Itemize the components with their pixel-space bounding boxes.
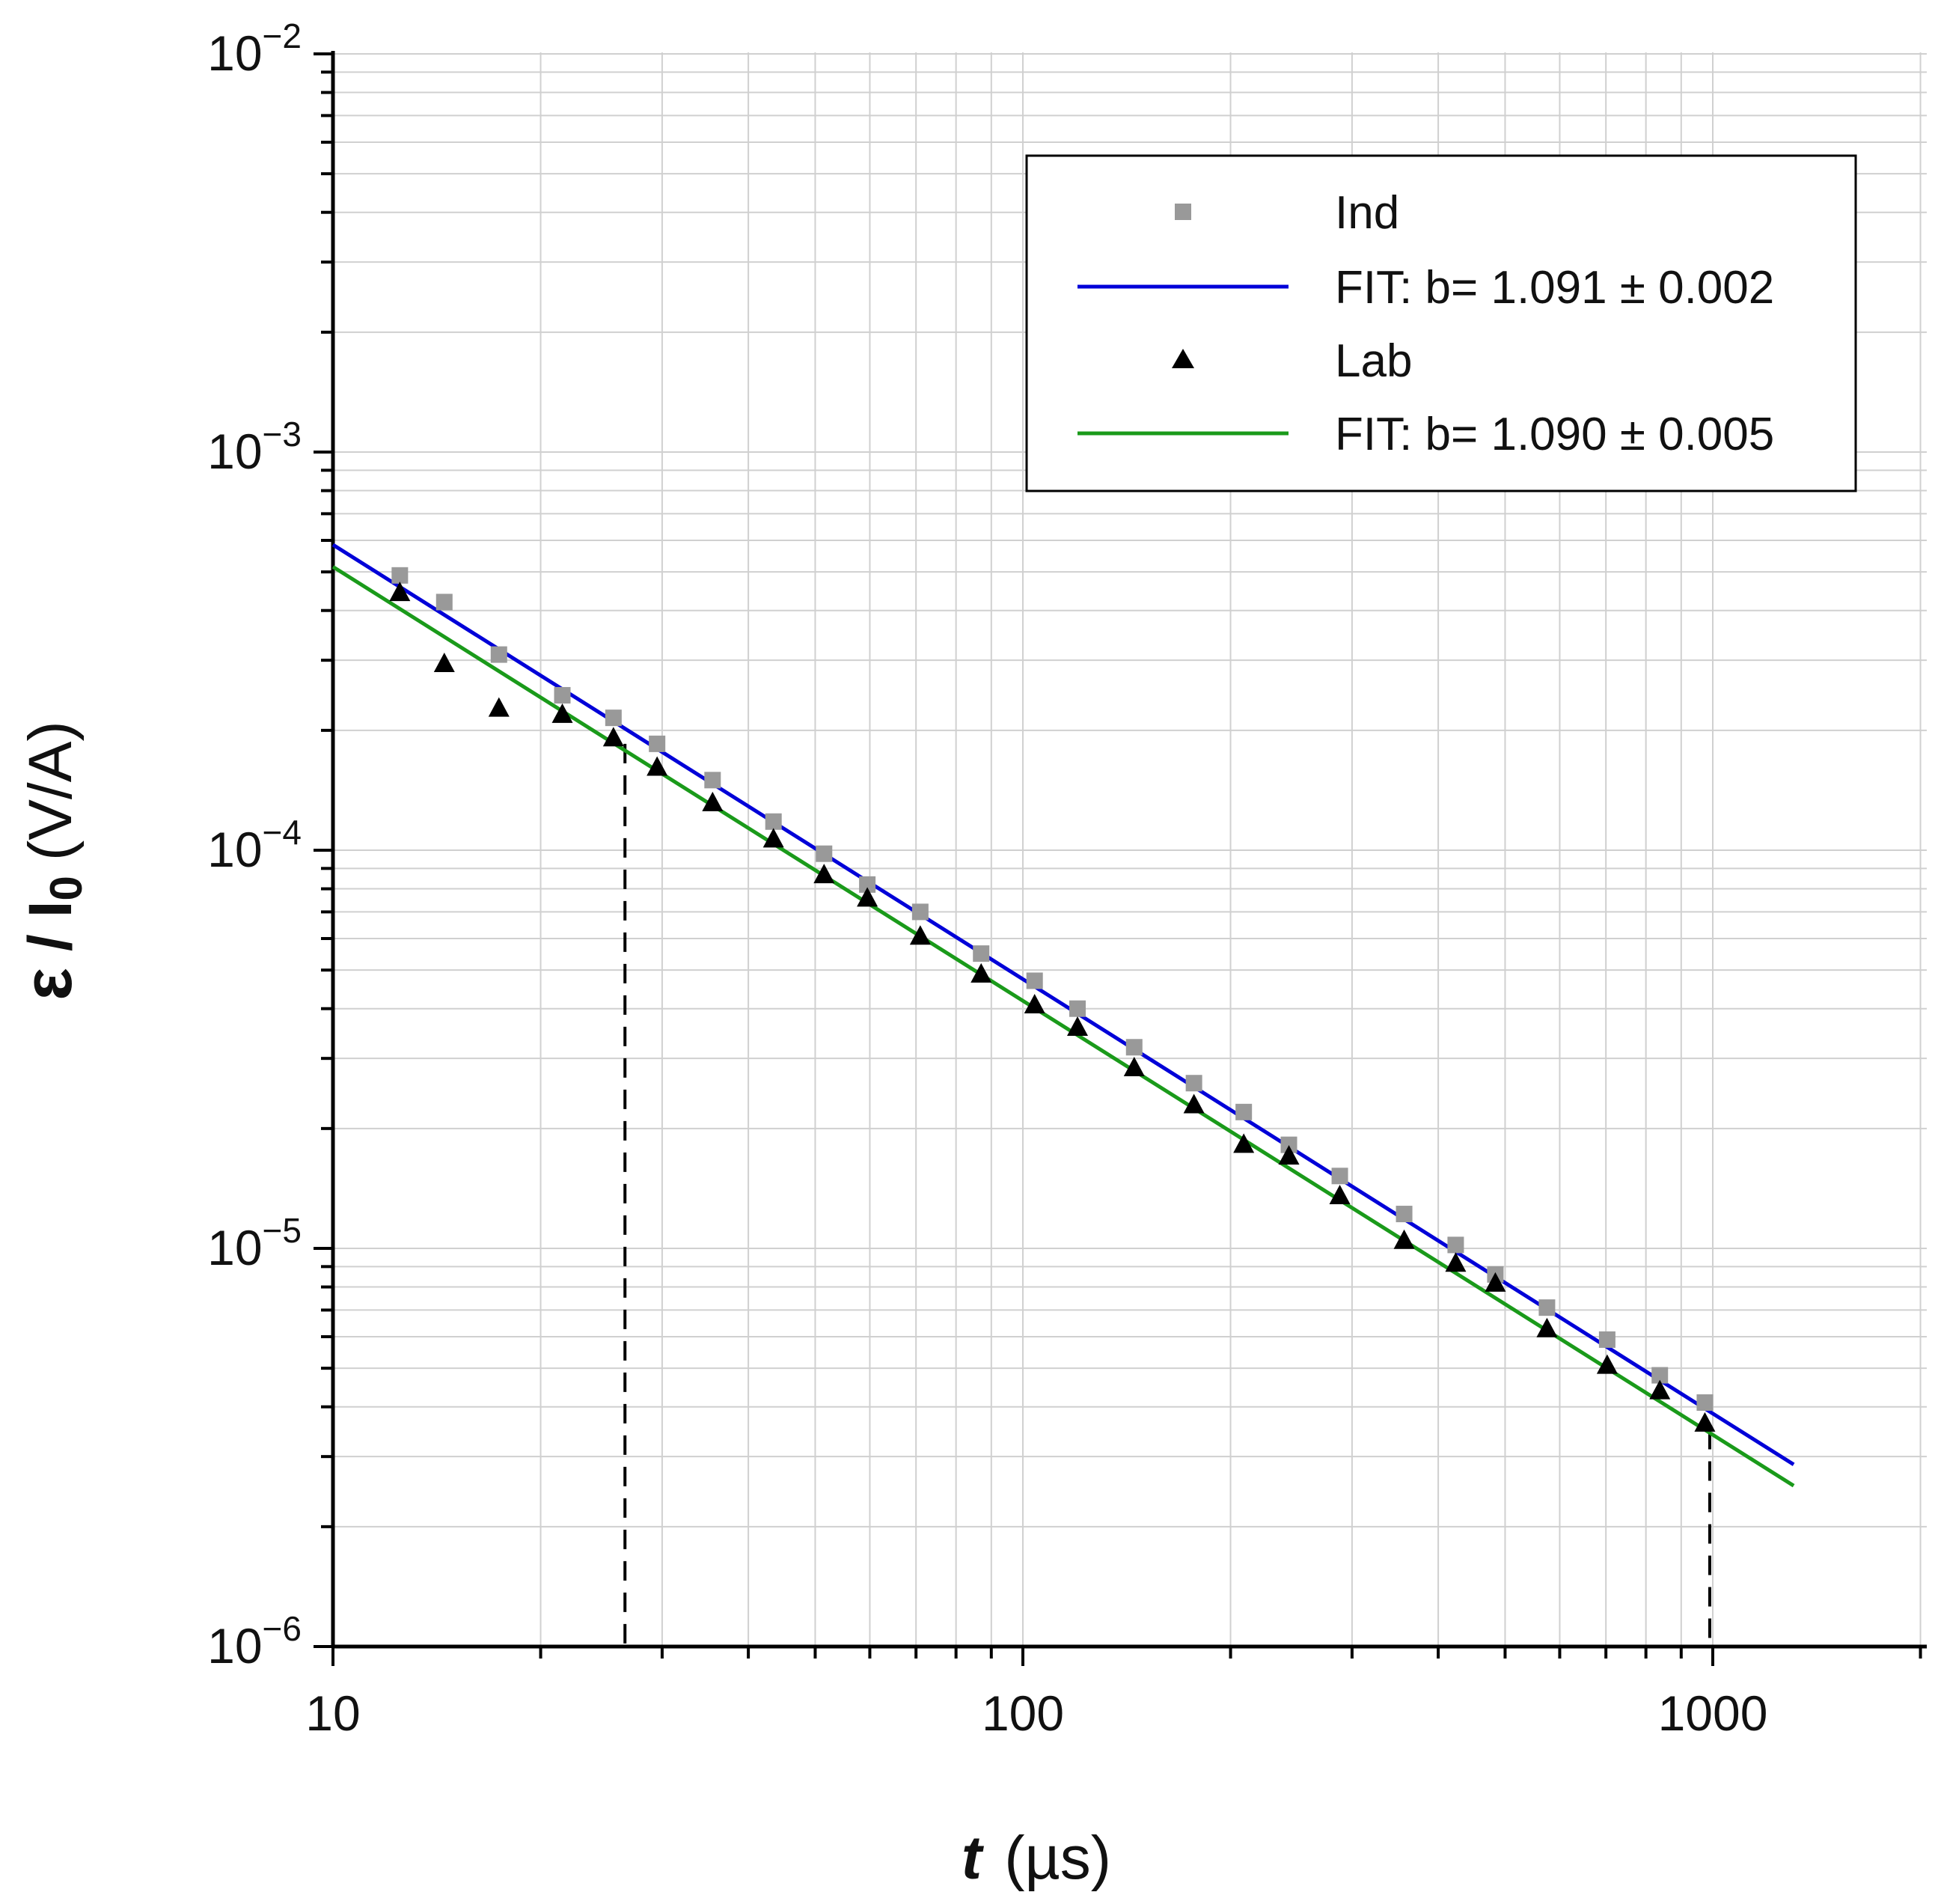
data-point-lab [1183, 1093, 1205, 1114]
x-tick-label: 100 [982, 1685, 1064, 1741]
data-point-ind [1125, 1039, 1143, 1056]
x-axis-unit: (µs) [1004, 1824, 1111, 1892]
data-point-ind [605, 710, 622, 727]
data-point-lab [762, 828, 784, 848]
data-point-ind [1696, 1394, 1714, 1411]
data-point-ind [1538, 1299, 1556, 1316]
data-point-ind [554, 686, 571, 704]
data-point-ind [816, 845, 833, 862]
y-tick-label: 10−5 [207, 1211, 302, 1275]
y-tick-exponent: −4 [263, 813, 302, 852]
data-point-ind [1396, 1206, 1413, 1223]
legend-label-fit-ind: FIT: b= 1.091 ± 0.002 [1335, 262, 1774, 314]
data-point-ind [1447, 1236, 1464, 1254]
data-point-lab [646, 756, 668, 776]
data-point-lab [1123, 1057, 1145, 1077]
y-axis-current-subscript: 0 [41, 876, 91, 900]
legend-label-ind: Ind [1335, 187, 1399, 239]
data-point-ind [1026, 972, 1043, 989]
data-point-ind [765, 813, 782, 830]
data-point-lab [909, 925, 931, 945]
x-tick-label: 10 [305, 1685, 360, 1741]
data-point-lab [1694, 1412, 1716, 1432]
x-axis-title: t (µs) [962, 1824, 1111, 1892]
x-tick-label: 1000 [1658, 1685, 1768, 1741]
data-point-ind [911, 903, 929, 921]
data-point-ind [490, 646, 507, 663]
y-axis-symbol: ε [10, 968, 86, 1001]
y-tick-base: 10 [207, 822, 262, 877]
data-point-lab [1393, 1229, 1415, 1249]
data-point-lab [813, 864, 835, 884]
y-axis-title: ε / I0 (V/A) [10, 721, 91, 1000]
data-point-lab [1233, 1133, 1255, 1153]
y-tick-exponent: −2 [263, 16, 302, 55]
y-tick-base: 10 [207, 424, 262, 479]
y-tick-exponent: −6 [263, 1609, 302, 1648]
data-point-lab [1596, 1354, 1618, 1374]
legend-entry-lab: Lab [1172, 335, 1412, 387]
data-point-lab [1445, 1252, 1467, 1272]
data-point-lab [1067, 1016, 1089, 1037]
y-tick-label: 10−6 [207, 1609, 302, 1673]
data-point-lab [702, 791, 724, 811]
data-point-ind [1235, 1103, 1253, 1120]
data-point-lab [551, 703, 573, 723]
data-points [389, 567, 1716, 1432]
annotations [623, 743, 1711, 1647]
legend-label-lab: Lab [1335, 335, 1412, 387]
data-point-lab [857, 887, 878, 907]
fit-line-lab [331, 565, 1795, 1488]
y-axis-current: I [16, 900, 85, 918]
legend-square-marker [1175, 204, 1191, 220]
y-tick-exponent: −5 [263, 1211, 302, 1250]
legend-entry-fit-lab: FIT: b= 1.090 ± 0.005 [1077, 409, 1774, 460]
data-point-ind [1598, 1331, 1615, 1348]
data-point-lab [1278, 1145, 1300, 1165]
data-point-lab [1329, 1184, 1351, 1204]
legend-entry-ind: Ind [1175, 187, 1399, 239]
y-tick-label: 10−3 [207, 415, 302, 479]
data-point-lab [602, 727, 624, 747]
data-point-lab [389, 582, 411, 602]
data-point-ind [391, 567, 409, 584]
y-axis-unit: (V/A) [16, 721, 85, 861]
legend-label-fit-lab: FIT: b= 1.090 ± 0.005 [1335, 409, 1774, 460]
y-tick-label: 10−2 [207, 16, 302, 81]
fit-lines [331, 543, 1795, 1488]
data-point-lab [1536, 1317, 1558, 1337]
data-point-lab [970, 962, 992, 983]
data-point-ind [649, 735, 666, 752]
legend-entry-fit-ind: FIT: b= 1.091 ± 0.002 [1077, 262, 1774, 314]
y-tick-exponent: −3 [263, 415, 302, 454]
data-point-lab [1485, 1272, 1506, 1292]
data-point-ind [1069, 1000, 1086, 1017]
y-tick-base: 10 [207, 25, 262, 81]
fit-line-ind [331, 543, 1795, 1466]
x-axis-symbol: t [962, 1824, 985, 1892]
data-point-ind [1280, 1136, 1297, 1153]
data-point-ind [973, 945, 990, 962]
data-point-ind [1651, 1367, 1669, 1384]
data-point-ind [1331, 1168, 1348, 1185]
y-tick-base: 10 [207, 1618, 262, 1673]
data-point-lab [1024, 993, 1045, 1013]
y-tick-label: 10−4 [207, 813, 302, 877]
legend-triangle-marker [1172, 349, 1194, 368]
tick-marks [314, 52, 1922, 1666]
data-point-ind [435, 594, 453, 611]
data-point-ind [859, 876, 876, 893]
data-point-lab [488, 697, 510, 717]
data-point-lab [433, 653, 455, 673]
y-axis-separator: / [16, 934, 85, 951]
legend: Ind FIT: b= 1.091 ± 0.002 Lab FIT: b= 1.… [1025, 154, 1857, 492]
data-point-ind [1185, 1075, 1202, 1092]
data-point-lab [1649, 1379, 1671, 1400]
y-tick-base: 10 [207, 1220, 262, 1275]
data-point-ind [704, 772, 721, 789]
